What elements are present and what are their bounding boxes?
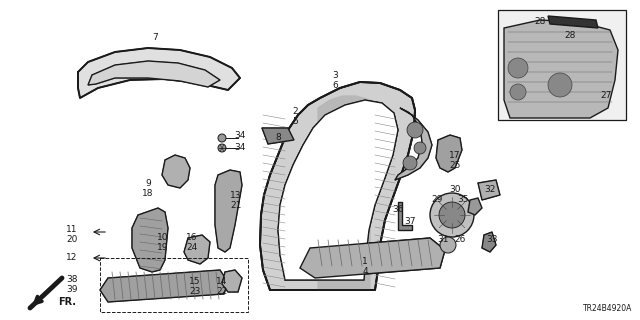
Text: 15: 15 — [189, 276, 201, 285]
Polygon shape — [100, 270, 228, 302]
Text: 29: 29 — [431, 196, 443, 204]
Polygon shape — [88, 61, 220, 87]
Polygon shape — [504, 20, 618, 118]
Text: 17: 17 — [449, 150, 461, 159]
Circle shape — [439, 202, 465, 228]
Text: 28: 28 — [564, 30, 576, 39]
Circle shape — [407, 122, 423, 138]
Polygon shape — [184, 235, 210, 264]
Text: 33: 33 — [486, 236, 498, 244]
Polygon shape — [162, 155, 190, 188]
Text: 38: 38 — [67, 276, 77, 284]
Bar — [498, 10, 626, 120]
Polygon shape — [222, 270, 242, 292]
Text: 4: 4 — [362, 267, 368, 276]
Text: 28: 28 — [534, 18, 546, 27]
Text: 31: 31 — [437, 236, 449, 244]
Text: 27: 27 — [600, 91, 612, 100]
Text: 36: 36 — [392, 205, 404, 214]
Text: 18: 18 — [142, 188, 154, 197]
Text: 21: 21 — [230, 202, 242, 211]
Polygon shape — [278, 100, 398, 280]
Text: 14: 14 — [216, 276, 228, 285]
Circle shape — [218, 134, 226, 142]
Polygon shape — [78, 48, 240, 98]
Text: 13: 13 — [230, 191, 242, 201]
Text: 26: 26 — [454, 236, 466, 244]
Text: TR24B4920A: TR24B4920A — [582, 304, 632, 313]
Text: 11: 11 — [67, 226, 77, 235]
Polygon shape — [300, 238, 445, 278]
Polygon shape — [215, 170, 242, 252]
Polygon shape — [468, 198, 482, 215]
Text: 9: 9 — [145, 179, 151, 188]
Text: 39: 39 — [67, 285, 77, 294]
Text: 1: 1 — [362, 257, 368, 266]
Text: 32: 32 — [484, 186, 496, 195]
Text: 23: 23 — [189, 286, 201, 295]
Text: FR.: FR. — [58, 297, 76, 307]
Text: 19: 19 — [157, 243, 169, 252]
Polygon shape — [436, 135, 462, 172]
Circle shape — [510, 84, 526, 100]
Text: 2: 2 — [292, 108, 298, 116]
Text: 34: 34 — [234, 132, 246, 140]
Text: 6: 6 — [332, 81, 338, 90]
Polygon shape — [262, 128, 294, 144]
Text: 12: 12 — [67, 253, 77, 262]
Circle shape — [548, 73, 572, 97]
Polygon shape — [260, 82, 415, 290]
Bar — [100, 258, 248, 312]
Polygon shape — [482, 232, 496, 252]
Circle shape — [508, 58, 528, 78]
Circle shape — [403, 156, 417, 170]
Text: 5: 5 — [292, 117, 298, 126]
Text: 35: 35 — [457, 196, 468, 204]
Text: 3: 3 — [332, 70, 338, 79]
Text: 34: 34 — [234, 143, 246, 153]
Polygon shape — [395, 108, 432, 180]
Circle shape — [414, 142, 426, 154]
Circle shape — [218, 144, 226, 152]
Text: 25: 25 — [449, 161, 461, 170]
Text: 30: 30 — [449, 186, 461, 195]
Text: 10: 10 — [157, 233, 169, 242]
Polygon shape — [318, 96, 370, 290]
Text: 22: 22 — [216, 286, 228, 295]
Text: 20: 20 — [67, 236, 77, 244]
Polygon shape — [398, 202, 412, 230]
Polygon shape — [478, 180, 500, 200]
Text: 37: 37 — [404, 218, 416, 227]
Polygon shape — [548, 16, 598, 28]
Text: 7: 7 — [152, 34, 158, 43]
Circle shape — [440, 237, 456, 253]
Circle shape — [430, 193, 474, 237]
Text: 16: 16 — [186, 233, 198, 242]
Text: 8: 8 — [275, 133, 281, 142]
Text: 24: 24 — [186, 243, 198, 252]
Polygon shape — [132, 208, 168, 272]
